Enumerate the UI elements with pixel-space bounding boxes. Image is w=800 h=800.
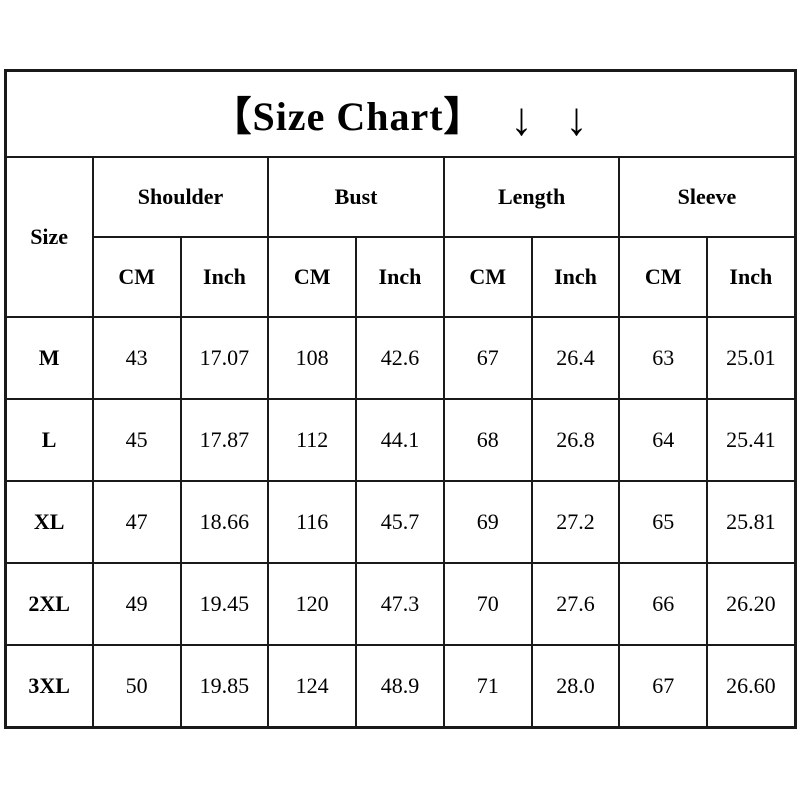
unit-header-inch: Inch (706, 236, 796, 318)
size-cell: L (4, 398, 94, 482)
value-cell: 27.2 (530, 480, 621, 564)
table-row-xl: XL 47 18.66 116 45.7 69 27.2 65 25.81 (4, 480, 796, 564)
value-cell: 112 (267, 398, 358, 482)
value-cell: 26.20 (706, 562, 796, 646)
value-cell: 26.8 (530, 398, 621, 482)
measure-header-row: Size Shoulder Bust Length Sleeve (4, 156, 796, 318)
unit-header-inch: Inch (179, 236, 270, 318)
value-cell: 27.6 (530, 562, 621, 646)
unit-header-row: CM Inch CM Inch CM Inch CM Inch (5, 236, 796, 318)
value-cell: 45.7 (355, 480, 445, 564)
col-header-size: Size (4, 156, 94, 318)
title-text: 【Size Chart】 (211, 93, 485, 139)
value-cell: 18.66 (179, 480, 270, 564)
value-cell: 120 (267, 562, 358, 646)
unit-header-cm: CM (91, 236, 182, 318)
size-cell: 2XL (4, 562, 94, 646)
value-cell: 17.87 (179, 398, 270, 482)
table-row-2xl: 2XL 49 19.45 120 47.3 70 27.6 66 26.20 (4, 562, 796, 646)
value-cell: 124 (267, 644, 358, 729)
col-header-length: Length (442, 156, 621, 238)
value-cell: 47.3 (355, 562, 445, 646)
value-cell: 67 (618, 644, 709, 729)
value-cell: 67 (442, 316, 533, 400)
value-cell: 19.85 (179, 644, 270, 729)
size-cell: XL (4, 480, 94, 564)
size-chart-table: 【Size Chart】 ↓ ↓ Size Shoulder Bust Length… (3, 69, 797, 729)
value-cell: 25.81 (706, 480, 796, 564)
value-cell: 17.07 (179, 316, 270, 400)
value-cell: 25.41 (706, 398, 796, 482)
value-cell: 50 (91, 644, 182, 729)
down-arrow-icon: ↓ (510, 93, 534, 145)
unit-header-cm: CM (442, 236, 533, 318)
value-cell: 68 (442, 398, 533, 482)
table-row-l: L 45 17.87 112 44.1 68 26.8 64 25.41 (4, 398, 796, 482)
col-header-bust: Bust (267, 156, 445, 238)
value-cell: 44.1 (355, 398, 445, 482)
value-cell: 42.6 (355, 316, 445, 400)
table-row-3xl: 3XL 50 19.85 124 48.9 71 28.0 67 26.60 (4, 644, 796, 729)
down-arrow-icon: ↓ (565, 93, 589, 145)
size-chart-image: 【Size Chart】 ↓ ↓ Size Shoulder Bust Length… (3, 69, 797, 729)
value-cell: 28.0 (530, 644, 621, 729)
chart-title: 【Size Chart】 ↓ ↓ (4, 69, 796, 158)
value-cell: 71 (442, 644, 533, 729)
size-cell: M (4, 316, 94, 400)
unit-header-cm: CM (267, 236, 358, 318)
value-cell: 63 (618, 316, 709, 400)
value-cell: 25.01 (706, 316, 796, 400)
value-cell: 48.9 (355, 644, 445, 729)
unit-header-cm: CM (618, 236, 709, 318)
col-header-sleeve: Sleeve (618, 156, 796, 238)
value-cell: 45 (91, 398, 182, 482)
value-cell: 70 (442, 562, 533, 646)
value-cell: 47 (91, 480, 182, 564)
value-cell: 65 (618, 480, 709, 564)
value-cell: 26.4 (530, 316, 621, 400)
value-cell: 116 (267, 480, 358, 564)
unit-header-inch: Inch (355, 236, 445, 318)
value-cell: 19.45 (179, 562, 270, 646)
value-cell: 66 (618, 562, 709, 646)
value-cell: 64 (618, 398, 709, 482)
size-cell: 3XL (4, 644, 94, 729)
value-cell: 43 (91, 316, 182, 400)
unit-header-inch: Inch (530, 236, 621, 318)
title-row: 【Size Chart】 ↓ ↓ (4, 69, 796, 158)
value-cell: 108 (267, 316, 358, 400)
value-cell: 26.60 (706, 644, 796, 729)
value-cell: 49 (91, 562, 182, 646)
col-header-shoulder: Shoulder (91, 156, 270, 238)
table-row-m: M 43 17.07 108 42.6 67 26.4 63 25.01 (4, 316, 796, 400)
value-cell: 69 (442, 480, 533, 564)
